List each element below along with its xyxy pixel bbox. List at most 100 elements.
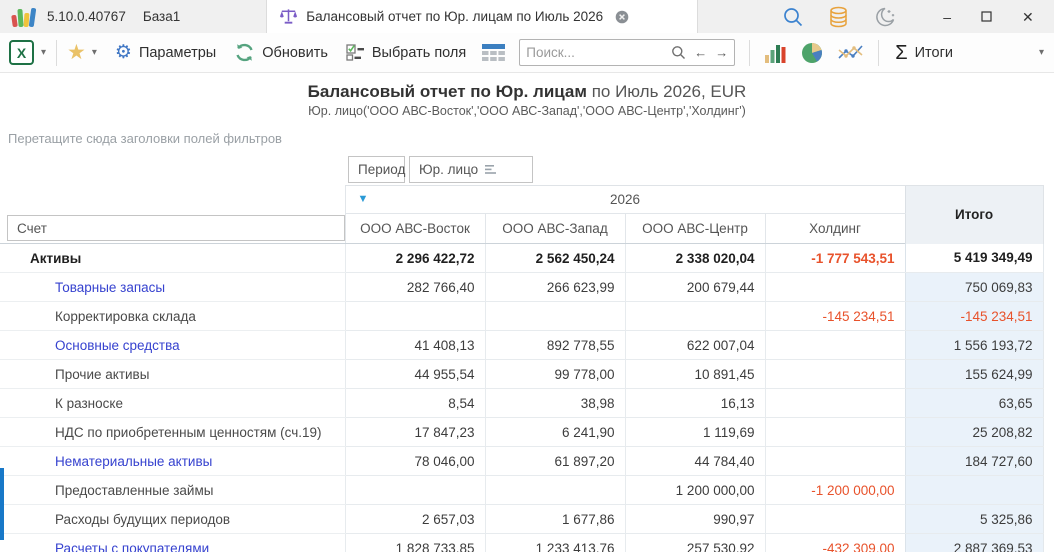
vertical-scrollbar-thumb[interactable] [0,468,4,540]
cell-value[interactable]: 990,97 [624,504,765,534]
cell-value[interactable]: 2 562 450,24 [484,243,625,273]
excel-export-button[interactable]: X [8,39,35,66]
field-chip-entity[interactable]: Юр. лицо [409,156,533,183]
cell-value[interactable] [624,301,765,331]
cell-total-value[interactable]: 155 624,99 [904,359,1044,389]
close-button[interactable]: ✕ [1022,8,1034,25]
cell-value[interactable]: 892 778,55 [484,330,625,360]
cell-value[interactable] [764,330,906,360]
cell-value[interactable] [764,417,906,447]
cell-value[interactable]: 257 530,92 [624,533,765,552]
row-label[interactable]: Активы [0,243,345,273]
cell-value[interactable]: 41 408,13 [344,330,485,360]
cell-value[interactable]: 6 241,90 [484,417,625,447]
cell-total-value[interactable]: 184 727,60 [904,446,1044,476]
cell-value[interactable] [764,272,906,302]
cell-value[interactable]: -1 200 000,00 [764,475,906,505]
column-header-entity-3[interactable]: ООО АВС-Центр [624,213,765,244]
row-label[interactable]: К разноске [0,388,345,418]
total-column-header[interactable]: Итого [904,185,1044,244]
database-icon[interactable] [828,6,849,28]
row-label[interactable]: Расходы будущих периодов [0,504,345,534]
cell-value[interactable]: 1 200 000,00 [624,475,765,505]
cell-value[interactable]: 16,13 [624,388,765,418]
pie-chart-icon[interactable] [801,42,823,64]
collapse-year-icon[interactable]: ▼ [357,193,369,205]
search-prev-icon[interactable]: ← [694,45,708,60]
row-label[interactable]: Корректировка склада [0,301,345,331]
cell-total-value[interactable]: 1 556 193,72 [904,330,1044,360]
cell-value[interactable] [764,388,906,418]
cell-value[interactable]: 10 891,45 [624,359,765,389]
toolbar-overflow-caret-icon[interactable]: ▾ [1038,47,1044,58]
tab-report[interactable]: Балансовый отчет по Юр. лицам по Июль 20… [266,0,699,33]
cell-value[interactable]: 200 679,44 [624,272,765,302]
cell-value[interactable] [764,359,906,389]
cell-value[interactable]: 44 784,40 [624,446,765,476]
cell-value[interactable]: 44 955,54 [344,359,485,389]
cell-total-value[interactable]: 25 208,82 [904,417,1044,447]
cell-value[interactable] [344,301,485,331]
cell-value[interactable]: -432 309,00 [764,533,906,552]
line-chart-icon[interactable] [838,43,864,63]
cell-value[interactable]: -145 234,51 [764,301,906,331]
cell-value[interactable]: 1 677,86 [484,504,625,534]
parameters-button[interactable]: ⚙ Параметры [115,43,216,62]
global-search-icon[interactable] [782,6,804,28]
refresh-button[interactable]: Обновить [234,42,328,63]
cell-value[interactable]: 1 233 413,76 [484,533,625,552]
tab-close-icon[interactable] [615,10,629,24]
cell-value[interactable]: 2 296 422,72 [344,243,485,273]
cell-value[interactable]: 8,54 [344,388,485,418]
cell-total-value[interactable]: 63,65 [904,388,1044,418]
cell-value[interactable]: 622 007,04 [624,330,765,360]
cell-total-value[interactable]: 5 325,86 [904,504,1044,534]
row-label[interactable]: Предоставленные займы [0,475,345,505]
cell-value[interactable]: 282 766,40 [344,272,485,302]
filter-drop-zone[interactable]: Перетащите сюда заголовки полей фильтров [8,131,282,146]
cell-value[interactable] [764,446,906,476]
search-icon[interactable] [671,45,686,60]
search-next-icon[interactable]: → [715,45,729,60]
favorites-star-icon[interactable]: ★ [67,41,86,64]
cell-value[interactable] [484,475,625,505]
cell-total-value[interactable] [904,475,1044,505]
cell-value[interactable]: 99 778,00 [484,359,625,389]
excel-dropdown-caret-icon[interactable]: ▾ [41,47,47,58]
row-label[interactable]: Расчеты с покупателями [0,533,345,552]
bar-chart-icon[interactable] [764,43,786,63]
field-chip-period[interactable]: Период [348,156,405,183]
cell-total-value[interactable]: 750 069,83 [904,272,1044,302]
cell-value[interactable]: 266 623,99 [484,272,625,302]
cell-value[interactable]: 1 828 733,85 [344,533,485,552]
layout-grid-icon[interactable] [482,44,506,61]
cell-value[interactable]: 1 119,69 [624,417,765,447]
cell-total-value[interactable]: -145 234,51 [904,301,1044,331]
cell-value[interactable] [764,504,906,534]
cell-value[interactable]: 17 847,23 [344,417,485,447]
cell-value[interactable] [344,475,485,505]
maximize-button[interactable] [981,11,992,22]
night-mode-icon[interactable] [873,6,897,28]
row-label[interactable]: Прочие активы [0,359,345,389]
field-chip-account[interactable]: Счет [7,215,345,241]
row-label[interactable]: Нематериальные активы [0,446,345,476]
cell-value[interactable]: -1 777 543,51 [764,243,906,273]
row-label[interactable]: Основные средства [0,330,345,360]
cell-value[interactable]: 38,98 [484,388,625,418]
cell-value[interactable]: 78 046,00 [344,446,485,476]
cell-value[interactable]: 2 657,03 [344,504,485,534]
column-header-entity-2[interactable]: ООО АВС-Запад [484,213,625,244]
column-header-entity-1[interactable]: ООО АВС-Восток [344,213,485,244]
cell-value[interactable] [484,301,625,331]
search-input[interactable] [526,45,672,60]
cell-value[interactable]: 2 338 020,04 [624,243,765,273]
totals-button[interactable]: Σ Итоги [895,43,953,63]
cell-value[interactable]: 61 897,20 [484,446,625,476]
choose-fields-button[interactable]: Выбрать поля [346,44,466,61]
column-header-entity-4[interactable]: Холдинг [764,213,906,244]
cell-total-value[interactable]: 5 419 349,49 [904,243,1044,273]
year-group-header[interactable]: ▼ 2026 [344,185,906,214]
cell-total-value[interactable]: 2 887 369,53 [904,533,1044,552]
favorites-dropdown-caret-icon[interactable]: ▾ [91,47,97,58]
